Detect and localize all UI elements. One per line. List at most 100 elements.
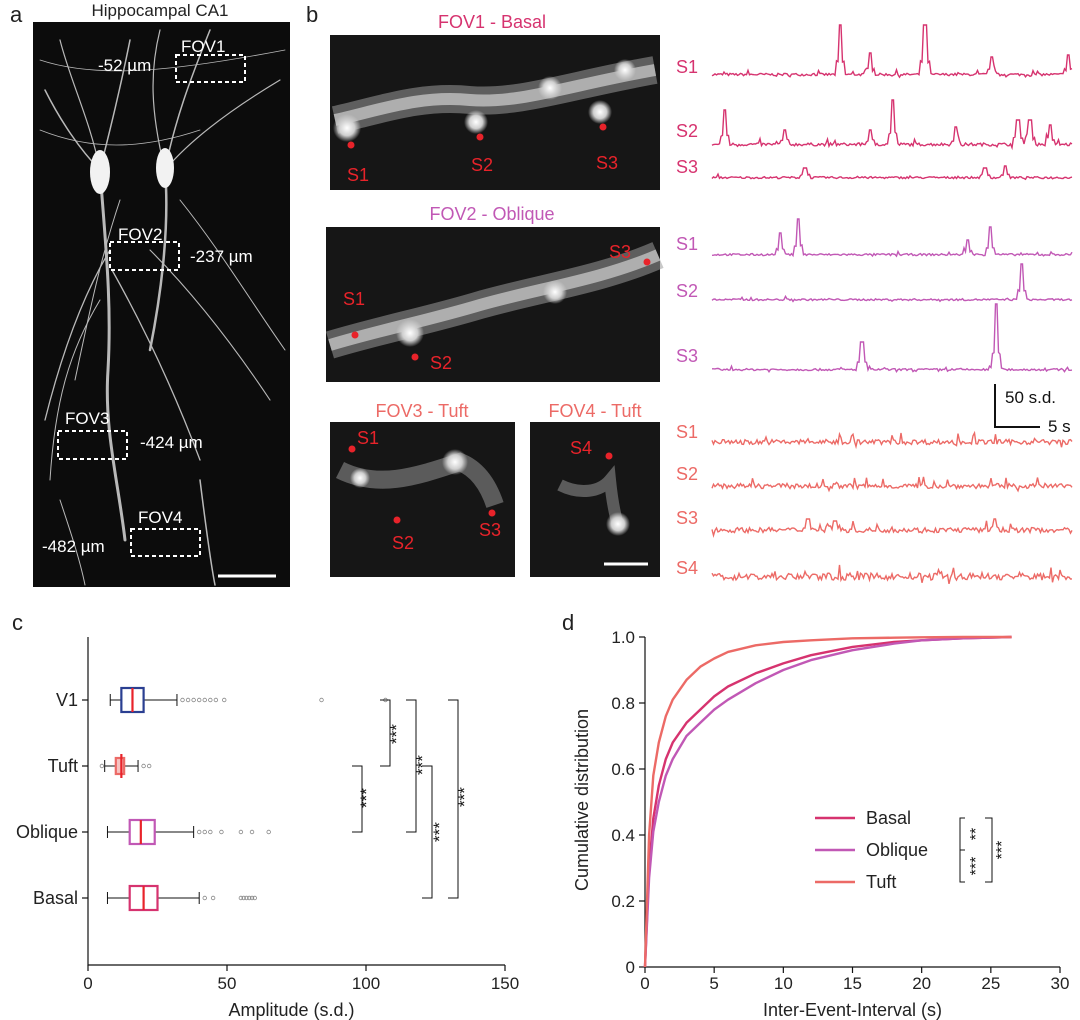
- outlier-V1-6: [213, 697, 219, 703]
- outlier-Oblique-1: [202, 829, 207, 835]
- fov4-image: [530, 422, 660, 577]
- fov4-depth: -482 µm: [42, 537, 105, 556]
- fov2-s1-label: S1: [343, 289, 365, 309]
- fov3-s3-label: S3: [479, 520, 501, 540]
- outlier-Oblique-2: [208, 829, 213, 835]
- fov3-label: FOV3: [65, 409, 109, 428]
- y-tick-label-Basal: Basal: [33, 888, 78, 908]
- trace-scale-y-label: 50 s.d.: [1005, 388, 1056, 407]
- x-axis-label: Inter-Event-Interval (s): [763, 1000, 942, 1020]
- hippocampus-micrograph: [33, 22, 290, 587]
- marker-fov2-s3: [643, 258, 651, 266]
- panel-letter-d: d: [562, 610, 574, 635]
- outlier-Oblique-5: [249, 829, 255, 835]
- fov3-image: [330, 422, 515, 577]
- marker-fov3-s2: [393, 516, 401, 524]
- outlier-Basal-5: [247, 895, 252, 901]
- x-tick-label-5: 5: [709, 974, 718, 993]
- trace-9: [711, 564, 1073, 585]
- x-tick-label-0: 0: [83, 974, 92, 993]
- fov4-s4-label: S4: [570, 438, 592, 458]
- marker-fov1-s3: [599, 123, 607, 131]
- sig-bracket-1: [959, 849, 965, 883]
- x-tick-label-0: 0: [640, 974, 649, 993]
- trace-label-basal-s3: S3: [676, 157, 698, 177]
- fov1-s2-label: S2: [471, 155, 493, 175]
- outlier-Basal-4: [244, 895, 249, 901]
- marker-fov1-s1: [347, 141, 355, 149]
- outlier-V1-0: [180, 697, 185, 703]
- trace-label-tuft-s4: S4: [676, 558, 698, 578]
- sig-bracket-2: [406, 699, 417, 833]
- outlier-V1-3: [196, 697, 202, 703]
- trace-0: [711, 24, 1073, 79]
- x-tick-label-50: 50: [218, 974, 237, 993]
- outlier-Basal-0: [202, 895, 207, 901]
- x-tick-label-10: 10: [774, 974, 793, 993]
- y-tick-label-V1: V1: [56, 690, 78, 710]
- y-tick-label-0.6: 0.6: [611, 760, 635, 779]
- fov-boxes: [57, 54, 246, 557]
- trace-2: [711, 165, 1073, 181]
- legend-label-tuft: Tuft: [866, 872, 896, 892]
- x-tick-label-150: 150: [491, 974, 519, 993]
- outlier-V1-5: [208, 697, 213, 703]
- panel-letter-b: b: [306, 2, 318, 27]
- fov1-box: [175, 54, 246, 83]
- marker-fov1-s2: [476, 133, 484, 141]
- fov2-title: FOV2 - Oblique: [429, 204, 554, 224]
- fov2-depth: -237 µm: [190, 247, 253, 266]
- fov4-title: FOV4 - Tuft: [548, 401, 641, 421]
- y-axis-label: Cumulative distribution: [572, 709, 592, 891]
- outlier-V1-4: [202, 697, 207, 703]
- legend-label-basal: Basal: [866, 808, 911, 828]
- marker-fov4-s4: [605, 452, 613, 460]
- fov1-markers: [347, 123, 607, 149]
- sig-label-2: ***: [994, 841, 1011, 860]
- fov4-label: FOV4: [138, 508, 182, 527]
- fov1-s1-label: S1: [347, 165, 369, 185]
- outlier-Basal-1: [210, 895, 216, 901]
- series-oblique: [643, 635, 1012, 968]
- trace-label-tuft-s3: S3: [676, 508, 698, 528]
- box-Oblique: [128, 818, 156, 846]
- sig-label-2: ***: [413, 755, 432, 775]
- trace-label-oblique-s2: S2: [676, 281, 698, 301]
- panel-letter-a: a: [10, 2, 23, 27]
- sig-label-0: **: [968, 828, 985, 840]
- y-tick-label-Oblique: Oblique: [16, 822, 78, 842]
- outlier-Oblique-3: [219, 829, 224, 835]
- outlier-V1-8: [319, 697, 324, 703]
- fov1-depth: -52 µm: [98, 56, 151, 75]
- x-tick-label-100: 100: [352, 974, 380, 993]
- outlier-Tuft-2: [146, 763, 152, 769]
- sig-bracket-2: [985, 817, 993, 883]
- trace-3: [711, 218, 1073, 258]
- trace-1: [711, 99, 1073, 151]
- outlier-Basal-7: [252, 895, 257, 901]
- box-Tuft: [114, 756, 126, 776]
- x-axis-label: Amplitude (s.d.): [228, 1000, 354, 1020]
- fov2-s3-label: S3: [609, 242, 631, 262]
- sig-label-1: ***: [968, 857, 985, 876]
- trace-label-oblique-s1: S1: [676, 234, 698, 254]
- trace-label-tuft-s2: S2: [676, 464, 698, 484]
- sig-label-3: ***: [430, 822, 449, 842]
- fov2-markers: [351, 258, 651, 361]
- series-tuft: [643, 635, 1012, 968]
- amplitude-boxplot: 0 50 100 150 Amplitude (s.d.) V1 Tuft Oblique Ba…: [16, 637, 519, 1020]
- x-tick-label-20: 20: [912, 974, 931, 993]
- fov1-spine-labels: S1 S2 S3: [347, 153, 618, 185]
- fov3-markers: [348, 445, 496, 524]
- fov3-s1-label: S1: [357, 428, 379, 448]
- trace-7: [711, 476, 1073, 493]
- fov1-title: FOV1 - Basal: [438, 12, 546, 32]
- trace-label-basal-s2: S2: [676, 121, 698, 141]
- y-tick-label-0.4: 0.4: [611, 826, 635, 845]
- outlier-V1-2: [191, 697, 196, 703]
- cumulative-distribution-chart: 0 5 10 15 20 25 30 0 0.2 0.4 0.6 0.8 1.0 Inter-Event-…: [572, 628, 1069, 1020]
- fov3-depth: -424 µm: [140, 433, 203, 452]
- outlier-V1-7: [222, 697, 227, 703]
- fov3-title: FOV3 - Tuft: [375, 401, 468, 421]
- marker-fov2-s1: [351, 331, 359, 339]
